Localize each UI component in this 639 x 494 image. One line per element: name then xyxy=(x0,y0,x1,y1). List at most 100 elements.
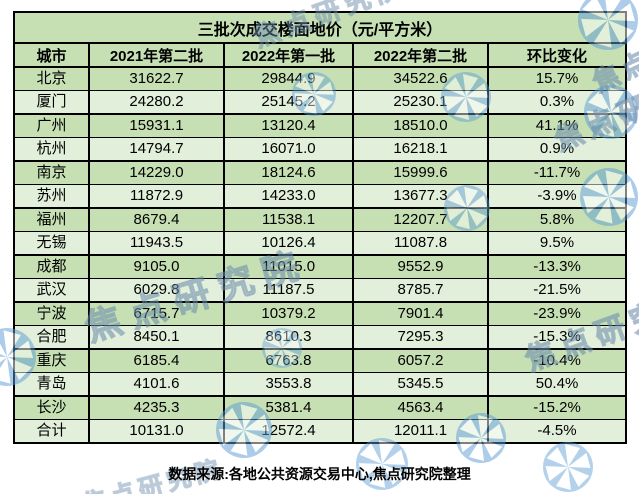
cell-city: 广州 xyxy=(13,113,90,138)
cell-value: -15.2% xyxy=(486,395,628,420)
table-title: 三批次成交楼面地价（元/平方米） xyxy=(12,11,628,44)
table-row: 广州 15931.1 13120.4 18510.0 41.1% xyxy=(13,113,628,138)
cell-city: 重庆 xyxy=(13,348,90,373)
cell-value: 13120.4 xyxy=(223,113,354,138)
cell-value: 50.4% xyxy=(486,372,628,397)
cell-city: 合肥 xyxy=(13,325,90,350)
cell-value: 25145.2 xyxy=(223,90,354,115)
title-row: 三批次成交楼面地价（元/平方米） xyxy=(12,11,628,44)
cell-city: 苏州 xyxy=(13,184,90,209)
cell-city: 长沙 xyxy=(13,395,90,420)
cell-value: 29844.9 xyxy=(223,66,354,91)
cell-value: 4235.3 xyxy=(88,395,225,420)
cell-value: 15931.1 xyxy=(88,113,225,138)
col-header-2021-batch2: 2021年第二批 xyxy=(88,42,225,68)
table-row: 青岛 4101.6 3553.8 5345.5 50.4% xyxy=(13,372,628,397)
cell-value: 34522.6 xyxy=(352,66,489,91)
cell-value: 12572.4 xyxy=(223,419,354,444)
col-header-2022-batch2: 2022年第二批 xyxy=(352,42,489,68)
cell-value: 5.8% xyxy=(486,207,628,232)
cell-value: 6715.7 xyxy=(88,301,225,326)
cell-value: 14229.0 xyxy=(88,160,225,185)
cell-value: 11087.8 xyxy=(352,231,489,256)
cell-value: -13.3% xyxy=(486,254,628,279)
cell-value: 5345.5 xyxy=(352,372,489,397)
table-row: 北京 31622.7 29844.9 34522.6 15.7% xyxy=(13,66,628,91)
cell-value: 9105.0 xyxy=(88,254,225,279)
table-row: 合肥 8450.1 8610.3 7295.3 -15.3% xyxy=(13,325,628,350)
cell-value: 4101.6 xyxy=(88,372,225,397)
cell-value: 18124.6 xyxy=(223,160,354,185)
cell-value: -10.4% xyxy=(486,348,628,373)
cell-city: 合计 xyxy=(13,419,90,444)
cell-value: -3.9% xyxy=(486,184,628,209)
cell-value: 15.7% xyxy=(486,66,628,91)
table-row: 南京 14229.0 18124.6 15999.6 -11.7% xyxy=(13,160,628,185)
cell-value: -15.3% xyxy=(486,325,628,350)
cell-value: 9.5% xyxy=(486,231,628,256)
cell-value: 7295.3 xyxy=(352,325,489,350)
cell-value: 6185.4 xyxy=(88,348,225,373)
cell-value: 3553.8 xyxy=(223,372,354,397)
cell-value: 16218.1 xyxy=(352,137,489,162)
cell-city: 无锡 xyxy=(13,231,90,256)
cell-value: 10379.2 xyxy=(223,301,354,326)
land-price-table: 三批次成交楼面地价（元/平方米） 城市 2021年第二批 2022年第一批 20… xyxy=(12,11,628,444)
table-row: 无锡 11943.5 10126.4 11087.8 9.5% xyxy=(13,231,628,256)
table-row: 长沙 4235.3 5381.4 4563.4 -15.2% xyxy=(13,395,628,420)
cell-value: 11538.1 xyxy=(223,207,354,232)
cell-value: 25230.1 xyxy=(352,90,489,115)
cell-value: 11872.9 xyxy=(88,184,225,209)
cell-value: 10131.0 xyxy=(88,419,225,444)
table-row: 杭州 14794.7 16071.0 16218.1 0.9% xyxy=(13,137,628,162)
cell-value: 11015.0 xyxy=(223,254,354,279)
cell-value: 4563.4 xyxy=(352,395,489,420)
table-body: 北京 31622.7 29844.9 34522.6 15.7% 厦门 24280.2 251… xyxy=(13,66,628,444)
cell-value: 12207.7 xyxy=(352,207,489,232)
cell-value: 5381.4 xyxy=(223,395,354,420)
cell-value: 14794.7 xyxy=(88,137,225,162)
table-row: 宁波 6715.7 10379.2 7901.4 -23.9% xyxy=(13,301,628,326)
cell-city: 武汉 xyxy=(13,278,90,303)
cell-value: 10126.4 xyxy=(223,231,354,256)
cell-value: 31622.7 xyxy=(88,66,225,91)
cell-value: 18510.0 xyxy=(352,113,489,138)
cell-value: 8785.7 xyxy=(352,278,489,303)
table-row: 福州 8679.4 11538.1 12207.7 5.8% xyxy=(13,207,628,232)
cell-value: 13677.3 xyxy=(352,184,489,209)
cell-city: 成都 xyxy=(13,254,90,279)
cell-value: -4.5% xyxy=(486,419,628,444)
col-header-mom-change: 环比变化 xyxy=(486,42,628,68)
table-row: 重庆 6185.4 6763.8 6057.2 -10.4% xyxy=(13,348,628,373)
cell-value: 9552.9 xyxy=(352,254,489,279)
cell-value: -23.9% xyxy=(486,301,628,326)
cell-value: -11.7% xyxy=(486,160,628,185)
cell-value: 8679.4 xyxy=(88,207,225,232)
header-row: 城市 2021年第二批 2022年第一批 2022年第二批 环比变化 xyxy=(13,42,628,68)
cell-value: 0.3% xyxy=(486,90,628,115)
cell-value: 7901.4 xyxy=(352,301,489,326)
cell-value: 8450.1 xyxy=(88,325,225,350)
table-row: 武汉 6029.8 11187.5 8785.7 -21.5% xyxy=(13,278,628,303)
cell-city: 杭州 xyxy=(13,137,90,162)
cell-value: 14233.0 xyxy=(223,184,354,209)
cell-value: 16071.0 xyxy=(223,137,354,162)
cell-city: 北京 xyxy=(13,66,90,91)
cell-value: 6057.2 xyxy=(352,348,489,373)
cell-value: 12011.1 xyxy=(352,419,489,444)
cell-value: 41.1% xyxy=(486,113,628,138)
cell-city: 宁波 xyxy=(13,301,90,326)
data-source-note: 数据来源:各地公共资源交易中心,焦点研究院整理 xyxy=(168,466,471,482)
col-header-city: 城市 xyxy=(13,42,90,68)
cell-value: 6029.8 xyxy=(88,278,225,303)
cell-value: 15999.6 xyxy=(352,160,489,185)
cell-value: 0.9% xyxy=(486,137,628,162)
table-row: 厦门 24280.2 25145.2 25230.1 0.3% xyxy=(13,90,628,115)
cell-value: 11187.5 xyxy=(223,278,354,303)
cell-city: 厦门 xyxy=(13,90,90,115)
cell-value: -21.5% xyxy=(486,278,628,303)
col-header-2022-batch1: 2022年第一批 xyxy=(223,42,354,68)
cell-value: 24280.2 xyxy=(88,90,225,115)
cell-value: 6763.8 xyxy=(223,348,354,373)
